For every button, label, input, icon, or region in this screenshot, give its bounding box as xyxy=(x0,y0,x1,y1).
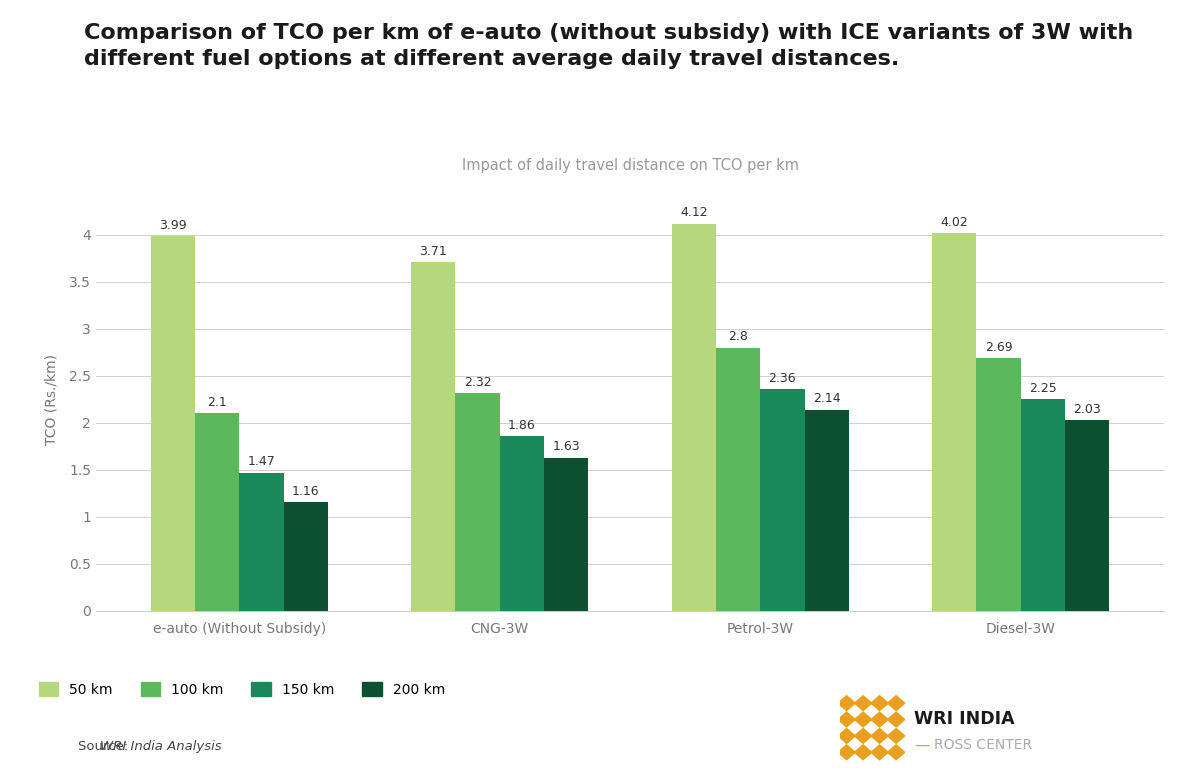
Polygon shape xyxy=(854,728,871,743)
Bar xyxy=(412,262,456,611)
Bar xyxy=(672,224,716,611)
Text: 3.99: 3.99 xyxy=(160,218,187,232)
Bar xyxy=(544,457,588,611)
Bar xyxy=(499,436,544,611)
Y-axis label: TCO (Rs./km): TCO (Rs./km) xyxy=(44,354,58,445)
Text: 4.12: 4.12 xyxy=(680,207,708,219)
Polygon shape xyxy=(854,712,871,727)
Text: WRI India Analysis: WRI India Analysis xyxy=(100,740,221,753)
Polygon shape xyxy=(838,712,856,727)
Text: 2.8: 2.8 xyxy=(728,330,748,344)
Bar xyxy=(761,389,804,611)
Polygon shape xyxy=(871,745,888,760)
Text: 3.71: 3.71 xyxy=(420,245,448,258)
Text: Impact of daily travel distance on TCO per km: Impact of daily travel distance on TCO p… xyxy=(462,158,798,173)
Polygon shape xyxy=(838,728,856,743)
Text: 1.63: 1.63 xyxy=(552,440,580,453)
Bar xyxy=(1021,399,1066,611)
Polygon shape xyxy=(854,696,871,711)
Text: 2.32: 2.32 xyxy=(464,376,492,388)
Text: 2.14: 2.14 xyxy=(812,392,840,406)
Polygon shape xyxy=(888,728,905,743)
Text: 4.02: 4.02 xyxy=(941,216,968,229)
Polygon shape xyxy=(871,728,888,743)
Polygon shape xyxy=(888,745,905,760)
Text: WRI INDIA: WRI INDIA xyxy=(914,710,1015,727)
Text: Source:: Source: xyxy=(78,740,132,753)
Bar xyxy=(932,233,977,611)
Bar xyxy=(804,410,848,611)
Polygon shape xyxy=(888,712,905,727)
Bar xyxy=(1066,420,1109,611)
Bar xyxy=(194,413,239,611)
Text: ROSS CENTER: ROSS CENTER xyxy=(934,738,1032,752)
Bar xyxy=(239,473,283,611)
Text: Comparison of TCO per km of e-auto (without subsidy) with ICE variants of 3W wit: Comparison of TCO per km of e-auto (with… xyxy=(84,23,1133,69)
Bar xyxy=(716,348,761,611)
Polygon shape xyxy=(838,745,856,760)
Text: —: — xyxy=(914,738,930,753)
Text: 2.03: 2.03 xyxy=(1073,402,1102,416)
Text: 1.86: 1.86 xyxy=(508,419,535,431)
Legend: 50 km, 100 km, 150 km, 200 km: 50 km, 100 km, 150 km, 200 km xyxy=(38,682,445,697)
Text: 2.69: 2.69 xyxy=(985,341,1013,354)
Polygon shape xyxy=(871,712,888,727)
Bar xyxy=(283,502,328,611)
Bar xyxy=(456,393,499,611)
Text: 1.16: 1.16 xyxy=(292,485,319,497)
Text: 2.25: 2.25 xyxy=(1028,382,1057,395)
Bar xyxy=(151,236,194,611)
Text: 2.1: 2.1 xyxy=(208,396,227,410)
Text: 2.36: 2.36 xyxy=(768,372,796,384)
Text: 1.47: 1.47 xyxy=(247,456,275,468)
Bar xyxy=(977,358,1021,611)
Polygon shape xyxy=(888,696,905,711)
Polygon shape xyxy=(838,696,856,711)
Polygon shape xyxy=(854,745,871,760)
Polygon shape xyxy=(871,696,888,711)
